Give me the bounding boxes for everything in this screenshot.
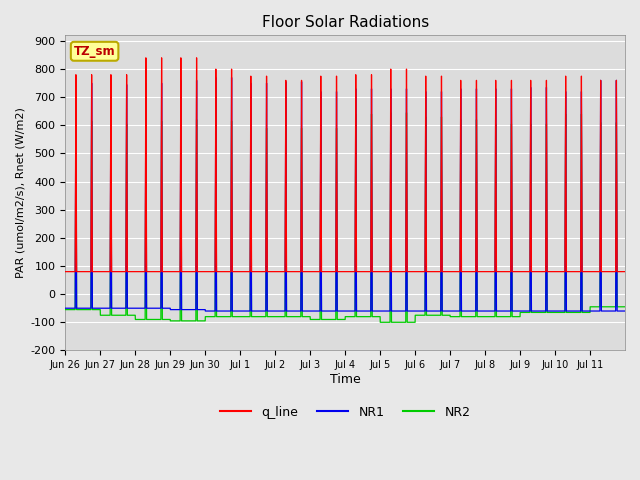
X-axis label: Time: Time	[330, 373, 360, 386]
Text: TZ_sm: TZ_sm	[74, 45, 115, 58]
Legend: q_line, NR1, NR2: q_line, NR1, NR2	[215, 401, 476, 424]
Title: Floor Solar Radiations: Floor Solar Radiations	[262, 15, 429, 30]
Y-axis label: PAR (umol/m2/s), Rnet (W/m2): PAR (umol/m2/s), Rnet (W/m2)	[15, 108, 25, 278]
